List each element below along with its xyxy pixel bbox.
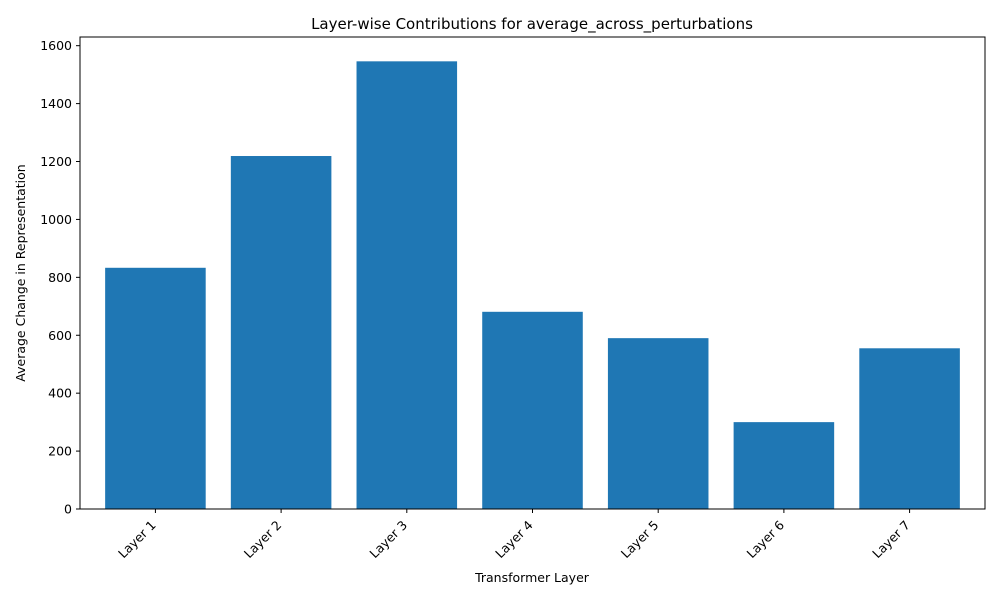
- y-tick-label: 1600: [40, 38, 72, 53]
- chart-title: Layer-wise Contributions for average_acr…: [311, 15, 753, 34]
- bar-layer-2: [230, 156, 332, 510]
- y-tick-label: 0: [64, 502, 72, 517]
- bars-group: [105, 61, 960, 510]
- x-tick-label: Layer 5: [618, 517, 662, 561]
- x-tick-label: Layer 6: [743, 517, 787, 561]
- y-tick-label: 1000: [40, 212, 72, 227]
- x-axis: Layer 1 Layer 2 Layer 3 Layer 4 Layer 5 Layer…: [115, 509, 913, 561]
- y-tick-label: 1200: [40, 154, 72, 169]
- x-tick-label: Layer 4: [492, 517, 536, 561]
- bar-layer-5: [607, 338, 709, 509]
- bar-layer-4: [482, 311, 583, 509]
- bar-layer-3: [356, 61, 458, 510]
- bar-layer-1: [105, 267, 206, 509]
- y-tick-label: 200: [48, 444, 72, 459]
- x-tick-label: Layer 2: [241, 517, 285, 561]
- y-tick-label: 400: [48, 386, 72, 401]
- y-axis-label: Average Change in Representation: [13, 164, 28, 381]
- bar-layer-6: [733, 422, 835, 509]
- y-axis: 0 200 400 600 800 1000 1200 1400 1600: [40, 38, 80, 517]
- x-tick-label: Layer 7: [869, 517, 913, 561]
- x-tick-label: Layer 1: [115, 517, 159, 561]
- y-tick-label: 800: [48, 270, 72, 285]
- bar-layer-7: [859, 348, 960, 509]
- plot-frame: [79, 36, 986, 510]
- x-tick-label: Layer 3: [366, 517, 410, 561]
- y-tick-label: 1400: [40, 96, 72, 111]
- x-axis-label: Transformer Layer: [474, 570, 590, 585]
- y-tick-label: 600: [48, 328, 72, 343]
